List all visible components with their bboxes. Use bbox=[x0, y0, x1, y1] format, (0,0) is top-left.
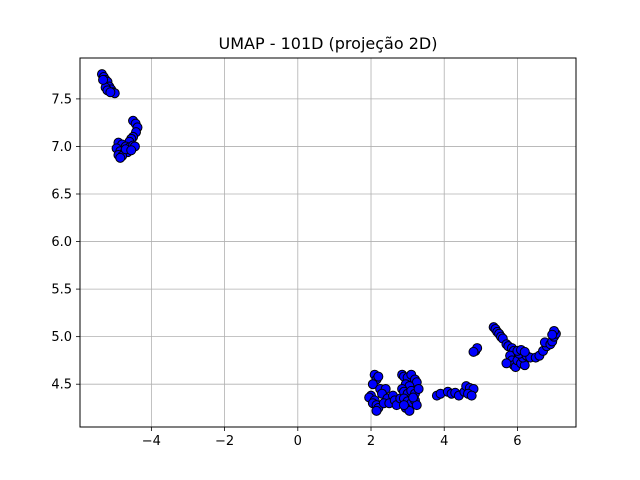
scatter-point bbox=[468, 346, 479, 357]
scatter-point bbox=[367, 379, 378, 390]
x-tick-label: 0 bbox=[294, 434, 302, 449]
scatter-point bbox=[408, 392, 419, 403]
scatter-point bbox=[501, 358, 512, 369]
scatter-point bbox=[105, 87, 116, 98]
scatter-point bbox=[466, 390, 477, 401]
x-tick-label: −4 bbox=[142, 434, 161, 449]
scatter-point bbox=[398, 400, 409, 411]
plot-area bbox=[79, 57, 577, 428]
scatter-point bbox=[373, 371, 384, 382]
y-tick-label: 7.0 bbox=[51, 140, 72, 155]
y-tick-label: 5.5 bbox=[51, 283, 72, 298]
y-tick-label: 4.5 bbox=[51, 378, 72, 393]
y-tick-label: 6.0 bbox=[51, 235, 72, 250]
scatter-point bbox=[98, 74, 109, 85]
y-axis: 4.5 5.0 5.5 6.0 6.5 7.0 7.5 bbox=[51, 92, 80, 393]
y-tick-label: 7.5 bbox=[51, 92, 72, 107]
chart-title: UMAP - 101D (projeção 2D) bbox=[219, 34, 438, 53]
x-tick-label: 2 bbox=[367, 434, 375, 449]
x-tick-label: −2 bbox=[215, 434, 234, 449]
y-tick-label: 5.0 bbox=[51, 330, 72, 345]
scatter-point bbox=[413, 383, 424, 394]
y-tick-label: 6.5 bbox=[51, 187, 72, 202]
x-tick-label: 4 bbox=[440, 434, 448, 449]
scatter-point bbox=[115, 152, 126, 163]
x-axis: −4 −2 0 2 4 6 bbox=[142, 427, 522, 449]
x-tick-label: 6 bbox=[513, 434, 521, 449]
scatter-point bbox=[547, 329, 558, 340]
grid-lines bbox=[80, 58, 576, 427]
scatter-points bbox=[96, 69, 561, 416]
axes-frame bbox=[79, 57, 577, 428]
scatter-point bbox=[519, 346, 530, 357]
plot-background bbox=[80, 58, 576, 427]
scatter-point bbox=[126, 145, 137, 156]
scatter-point bbox=[371, 405, 382, 416]
